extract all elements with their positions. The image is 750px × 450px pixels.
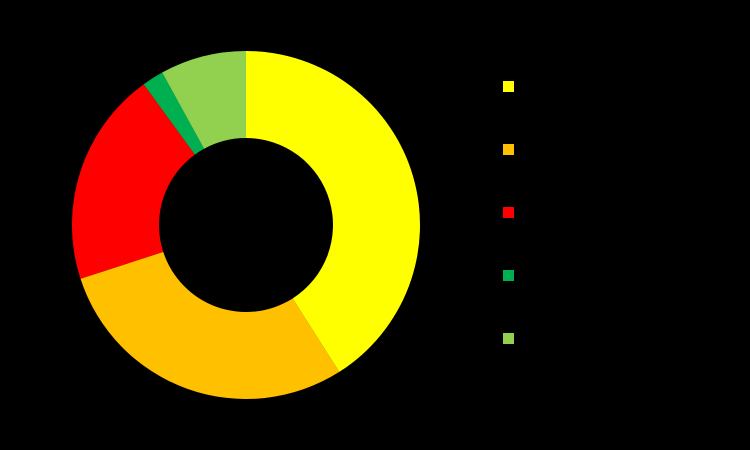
legend-swatch	[503, 333, 514, 344]
donut-slice	[246, 51, 420, 372]
legend-swatch	[503, 144, 514, 155]
donut-slice	[143, 72, 205, 155]
donut-slice	[80, 251, 340, 400]
legend-swatch	[503, 207, 514, 218]
donut-slice	[71, 84, 195, 279]
donut-slice	[162, 51, 246, 149]
legend-swatch	[503, 270, 514, 281]
legend-swatch	[503, 81, 514, 92]
